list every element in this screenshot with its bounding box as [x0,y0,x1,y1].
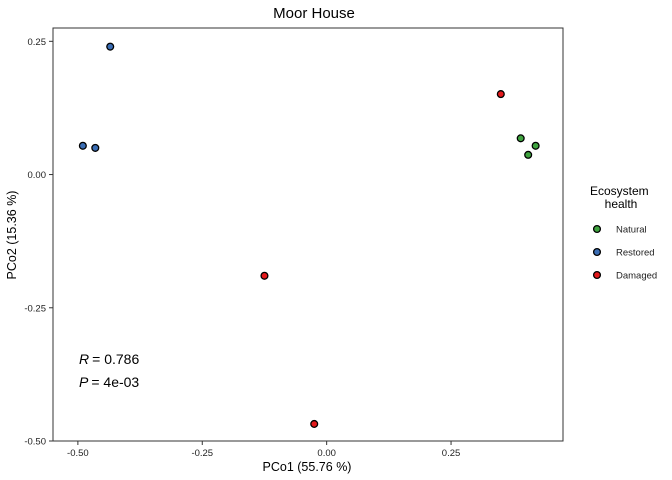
r-symbol: R [79,351,89,367]
y-tick-label: -0.25 [24,303,46,314]
x-tick-label: 0.25 [442,448,461,459]
data-point-natural [531,141,540,150]
data-point-damaged [260,271,269,280]
r-value: = 0.786 [92,351,139,367]
p-statistic: P = 4e-03 [79,374,139,390]
legend-title-line-2: health [605,197,638,211]
r-statistic: R = 0.786 [79,351,139,367]
legend-label-damaged: Damaged [616,271,657,282]
y-tick-label: -0.50 [24,437,46,448]
y-tick-label: 0.00 [28,170,47,181]
statistics-annotation: R = 0.786 P = 4e-03 [79,351,139,390]
data-points [78,42,540,428]
x-axis-ticks: -0.50 -0.25 0.00 0.25 [67,441,460,459]
data-point-damaged [310,419,319,428]
data-point-restored [78,141,87,150]
x-tick-label: 0.00 [317,448,336,459]
data-point-natural [524,150,533,159]
p-symbol: P [79,374,89,390]
p-value: = 4e-03 [91,374,139,390]
y-axis-ticks: -0.50 -0.25 0.00 0.25 [24,37,53,448]
plot-panel [52,27,564,442]
data-point-restored [106,42,115,51]
legend-label-restored: Restored [616,248,655,259]
x-tick-label: -0.50 [67,448,89,459]
legend-key-restored [592,247,602,257]
legend-key-damaged [592,270,602,280]
legend-label-natural: Natural [616,225,647,236]
chart-title: Moor House [273,5,355,22]
legend: Ecosystem health Natural Restored Damaged [590,184,657,282]
x-axis-title: PCo1 (55.76 %) [263,460,352,474]
y-axis-title: PCo2 (15.36 %) [5,191,19,280]
data-point-restored [91,143,100,152]
y-tick-label: 0.25 [28,37,47,48]
x-tick-label: -0.25 [191,448,213,459]
data-point-natural [516,134,525,143]
legend-key-natural [592,224,602,234]
legend-title: Ecosystem health [590,184,652,211]
data-point-damaged [496,90,505,99]
legend-title-line-1: Ecosystem [590,184,649,198]
